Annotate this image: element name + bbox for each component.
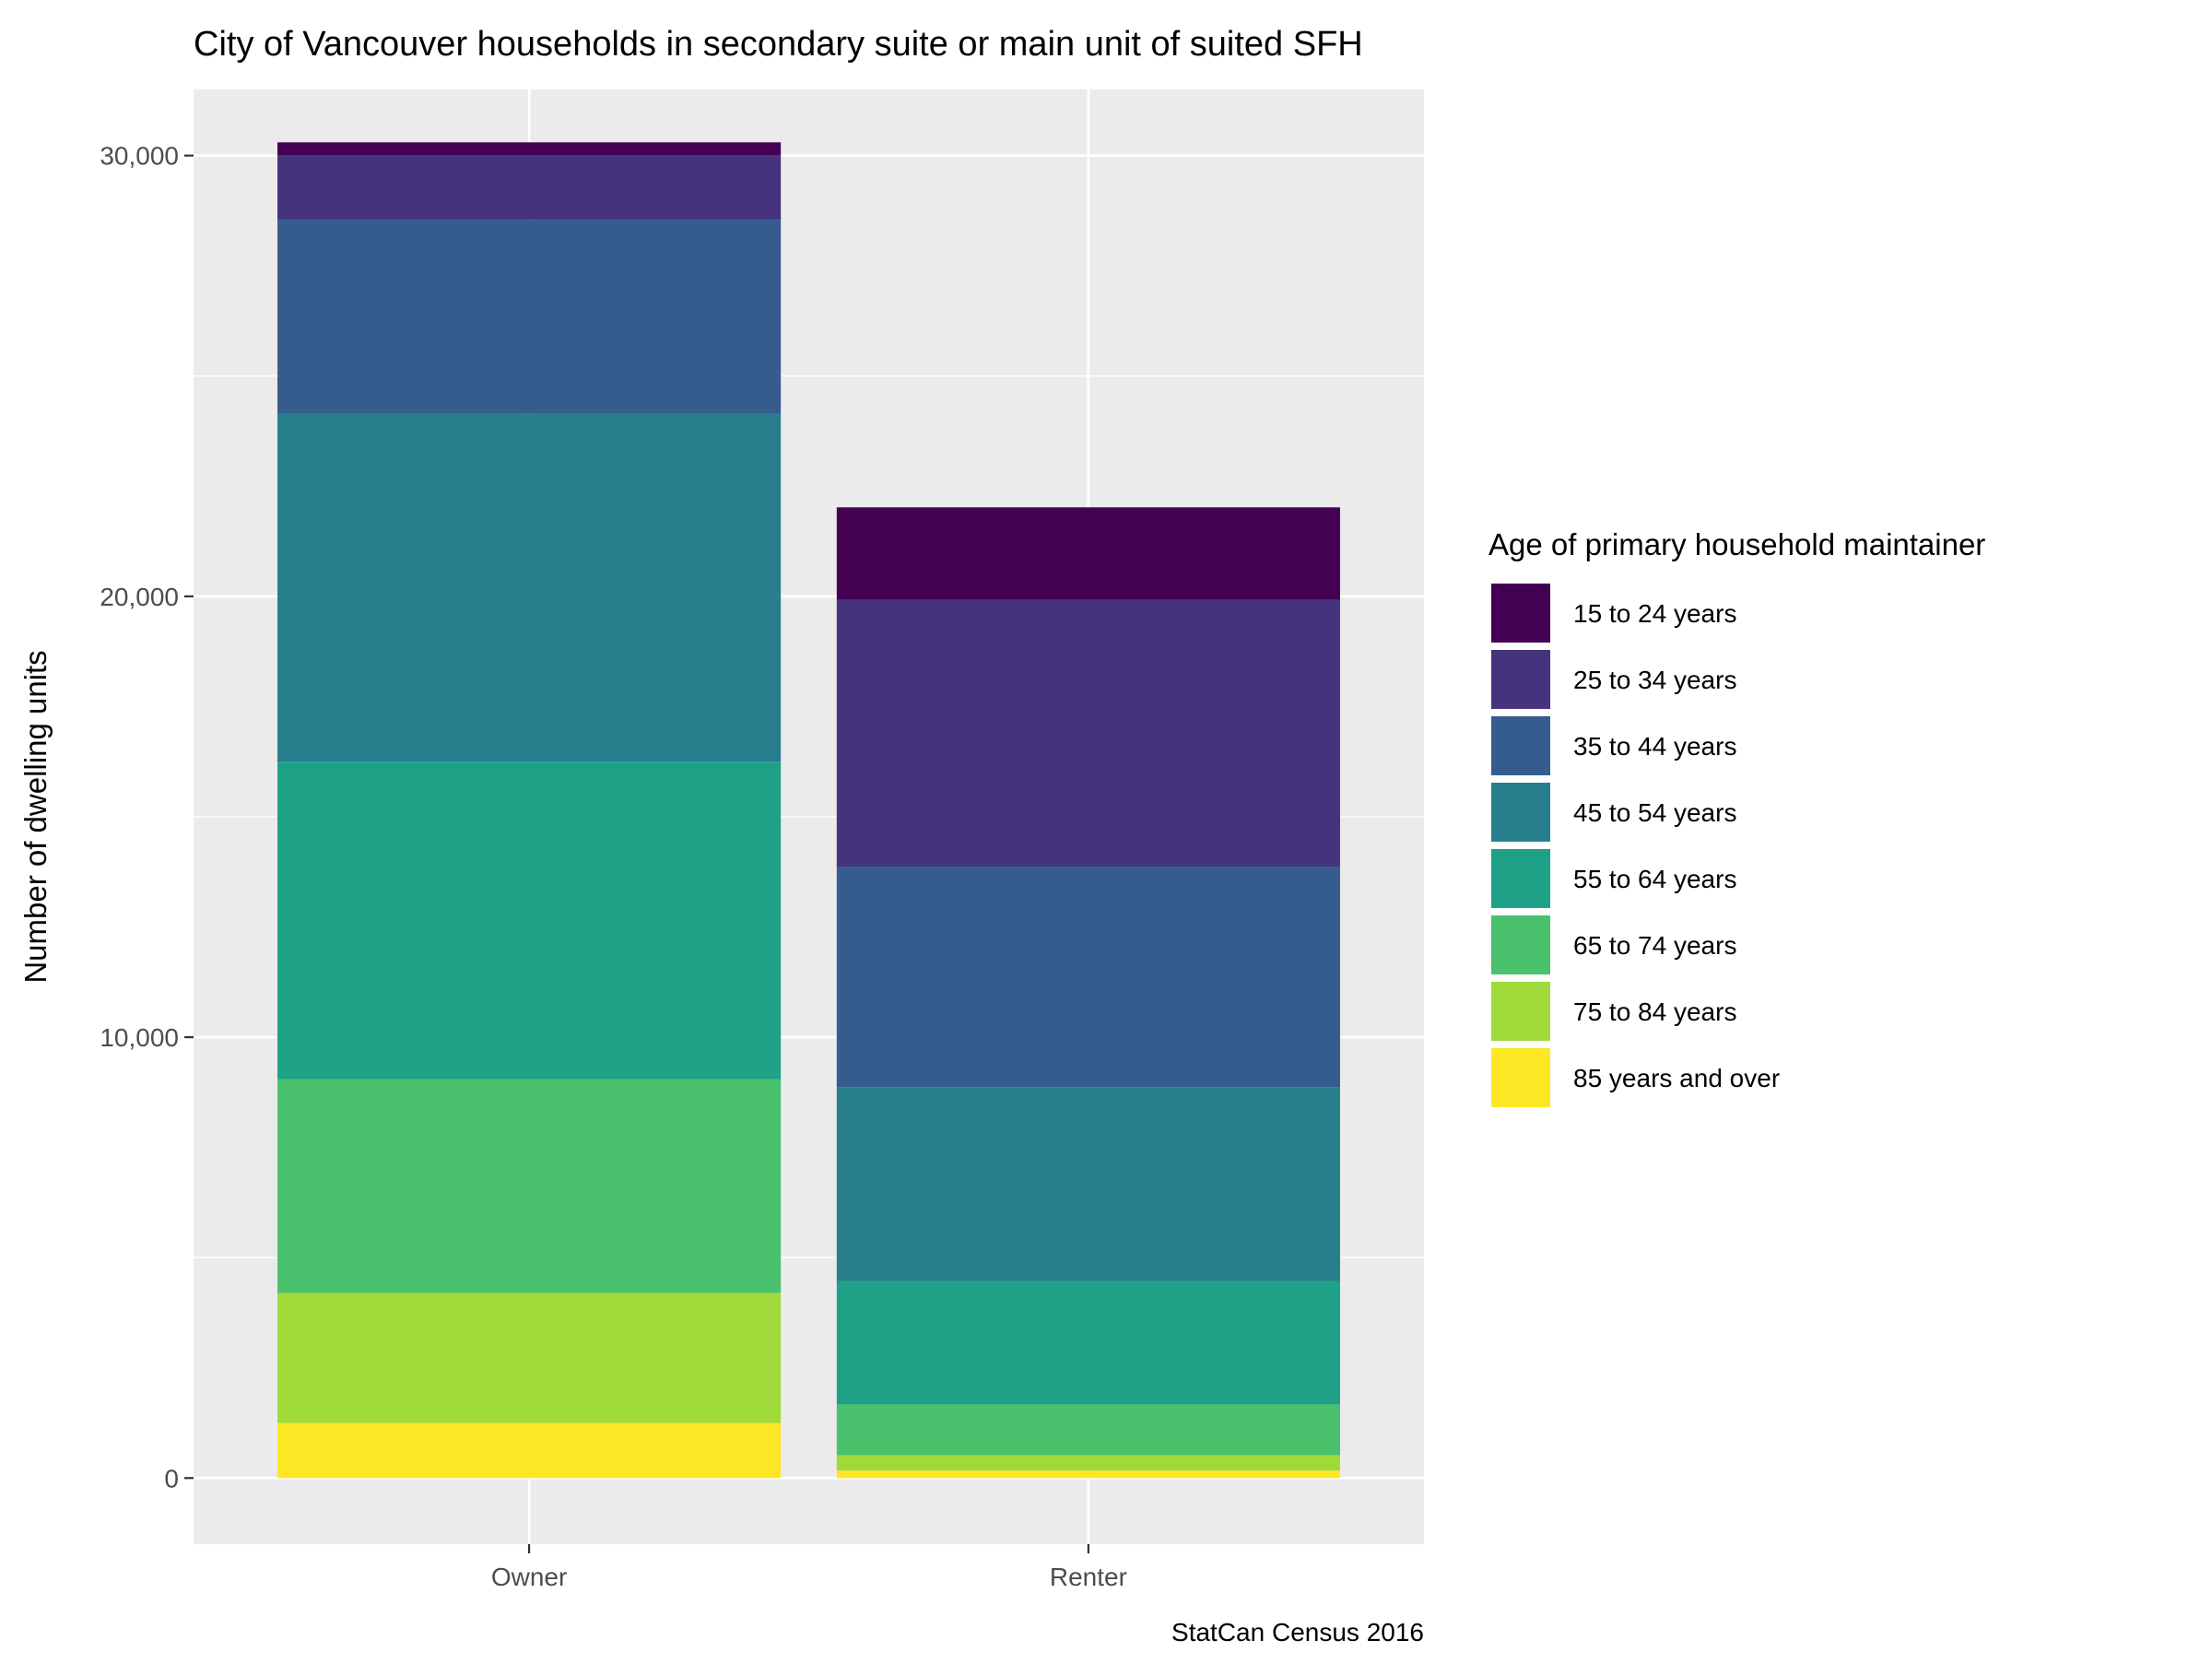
- axes: 0 10,000 20,000 30,000 Owner Renter: [100, 142, 1127, 1591]
- x-tick-label: Owner: [491, 1563, 567, 1591]
- bar-segment: [836, 507, 1340, 600]
- legend-label: 45 to 54 years: [1573, 798, 1736, 827]
- legend-label: 65 to 74 years: [1573, 931, 1736, 960]
- bars: [277, 142, 1340, 1479]
- bar-segment: [277, 1292, 782, 1423]
- bar-segment: [836, 1404, 1340, 1456]
- y-tick-label: 20,000: [100, 583, 179, 611]
- y-tick-label: 30,000: [100, 142, 179, 171]
- bar-segment: [836, 599, 1340, 867]
- bar-segment: [277, 155, 782, 220]
- bar-segment: [277, 1422, 782, 1479]
- legend-key: [1489, 714, 1552, 777]
- bar-segment: [836, 1280, 1340, 1405]
- legend-label: 75 to 84 years: [1573, 997, 1736, 1026]
- legend-label: 55 to 64 years: [1573, 865, 1736, 893]
- bar-segment: [277, 219, 782, 414]
- legend-label: 15 to 24 years: [1573, 599, 1736, 628]
- bar-segment: [277, 142, 782, 156]
- chart-caption: StatCan Census 2016: [1171, 1618, 1424, 1646]
- legend-key: [1489, 781, 1552, 844]
- y-tick-label: 10,000: [100, 1023, 179, 1052]
- y-tick-label: 0: [164, 1464, 179, 1493]
- legend-title: Age of primary household maintainer: [1488, 527, 1985, 561]
- legend-key: [1489, 1046, 1552, 1109]
- y-axis-title: Number of dwelling units: [18, 650, 53, 983]
- legend-key: [1489, 582, 1552, 644]
- bar-segment: [277, 1079, 782, 1293]
- legend-key: [1489, 847, 1552, 910]
- legend-label: 25 to 34 years: [1573, 666, 1736, 694]
- bar-segment: [836, 1087, 1340, 1281]
- chart-title: City of Vancouver households in secondar…: [194, 25, 1363, 64]
- legend: 15 to 24 years 25 to 34 years 35 to 44 yea…: [1489, 582, 1780, 1109]
- bar-segment: [277, 413, 782, 762]
- legend-key: [1489, 914, 1552, 976]
- legend-key: [1489, 980, 1552, 1043]
- legend-label: 85 years and over: [1573, 1064, 1780, 1092]
- legend-key: [1489, 648, 1552, 711]
- bar-segment: [277, 761, 782, 1080]
- bar-segment: [836, 867, 1340, 1088]
- x-tick-label: Renter: [1050, 1563, 1127, 1591]
- bar-segment: [836, 1470, 1340, 1479]
- legend-label: 35 to 44 years: [1573, 732, 1736, 761]
- bar-segment: [836, 1455, 1340, 1471]
